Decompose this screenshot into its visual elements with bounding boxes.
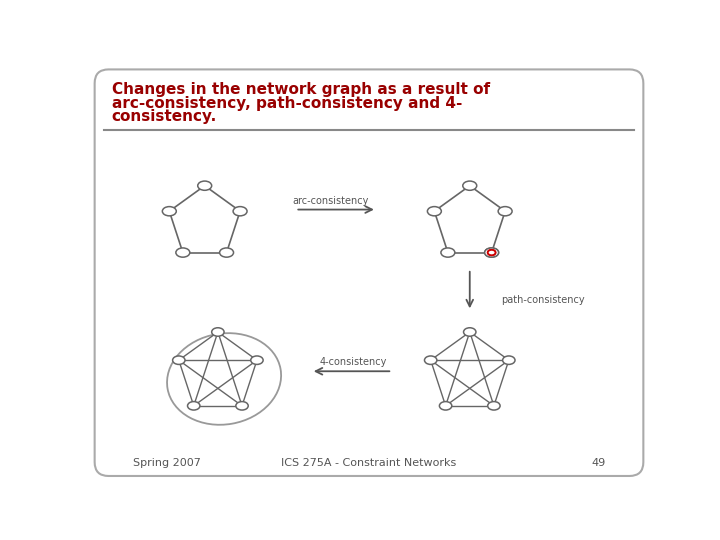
Ellipse shape (233, 207, 247, 216)
Ellipse shape (439, 402, 452, 410)
Ellipse shape (162, 207, 176, 216)
Text: ICS 275A - Constraint Networks: ICS 275A - Constraint Networks (282, 458, 456, 468)
Ellipse shape (220, 248, 233, 257)
Text: arc-consistency, path-consistency and 4-: arc-consistency, path-consistency and 4- (112, 96, 462, 111)
Ellipse shape (425, 356, 437, 364)
Ellipse shape (463, 181, 477, 190)
Ellipse shape (487, 250, 495, 255)
Ellipse shape (503, 356, 515, 364)
Ellipse shape (487, 402, 500, 410)
Ellipse shape (441, 248, 455, 257)
Text: arc-consistency: arc-consistency (292, 195, 369, 206)
FancyBboxPatch shape (94, 70, 644, 476)
Ellipse shape (198, 181, 212, 190)
Ellipse shape (212, 328, 224, 336)
Text: Changes in the network graph as a result of: Changes in the network graph as a result… (112, 82, 490, 97)
Ellipse shape (485, 248, 498, 257)
Text: path-consistency: path-consistency (500, 295, 585, 305)
Ellipse shape (236, 402, 248, 410)
Ellipse shape (498, 207, 512, 216)
Ellipse shape (485, 248, 498, 257)
Ellipse shape (187, 402, 200, 410)
Ellipse shape (173, 356, 185, 364)
Ellipse shape (464, 328, 476, 336)
Text: Spring 2007: Spring 2007 (132, 458, 200, 468)
Ellipse shape (251, 356, 263, 364)
Text: consistency.: consistency. (112, 110, 217, 124)
Text: 49: 49 (591, 458, 606, 468)
Ellipse shape (176, 248, 190, 257)
Ellipse shape (428, 207, 441, 216)
Ellipse shape (487, 250, 495, 255)
Text: 4-consistency: 4-consistency (320, 357, 387, 367)
